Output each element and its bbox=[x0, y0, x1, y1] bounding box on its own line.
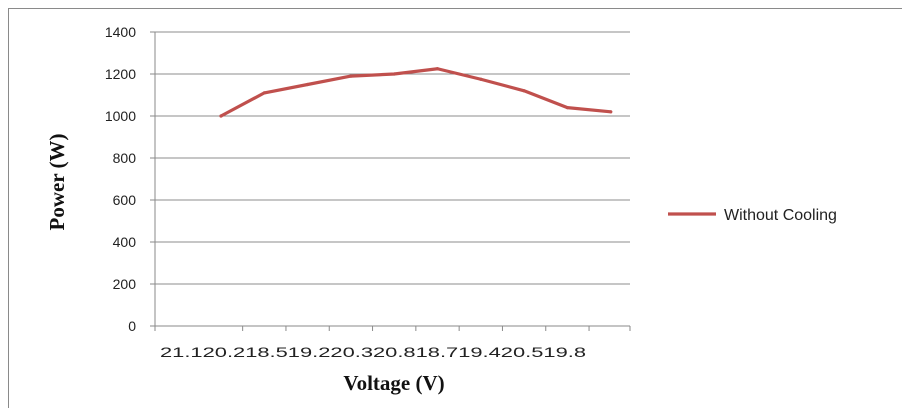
data-point bbox=[392, 72, 396, 76]
y-axis-title: Power (W) bbox=[45, 134, 69, 231]
data-point bbox=[522, 89, 526, 93]
y-tick-label: 800 bbox=[113, 150, 137, 166]
x-axis-ticks bbox=[154, 326, 631, 331]
y-tick-label: 1400 bbox=[105, 24, 136, 40]
y-tick-label: 400 bbox=[113, 234, 137, 250]
series-line-without-cooling bbox=[219, 67, 613, 118]
data-point bbox=[565, 106, 570, 110]
data-point bbox=[435, 67, 440, 71]
data-points bbox=[219, 67, 613, 118]
data-point bbox=[219, 114, 223, 118]
x-axis-tick-labels: 21.120.218.519.220.320.818.719.420.519.8 bbox=[160, 344, 586, 360]
legend: Without Cooling bbox=[668, 207, 837, 224]
data-point bbox=[609, 110, 613, 114]
y-tick-label: 0 bbox=[128, 318, 136, 334]
y-tick-label: 200 bbox=[113, 276, 137, 292]
y-tick-label: 1200 bbox=[105, 66, 136, 82]
data-point bbox=[349, 74, 353, 78]
y-tick-label: 1000 bbox=[105, 108, 136, 124]
data-point bbox=[479, 77, 483, 81]
chart-frame bbox=[8, 8, 902, 408]
y-axis-tick-labels: 0 200 400 600 800 1000 1200 1400 bbox=[105, 24, 136, 334]
legend-label-without-cooling: Without Cooling bbox=[724, 207, 837, 224]
y-tick-label: 600 bbox=[113, 192, 137, 208]
x-axis-title: Voltage (V) bbox=[343, 371, 444, 395]
gridlines bbox=[150, 31, 630, 327]
data-point bbox=[306, 82, 310, 87]
data-point bbox=[262, 91, 266, 95]
